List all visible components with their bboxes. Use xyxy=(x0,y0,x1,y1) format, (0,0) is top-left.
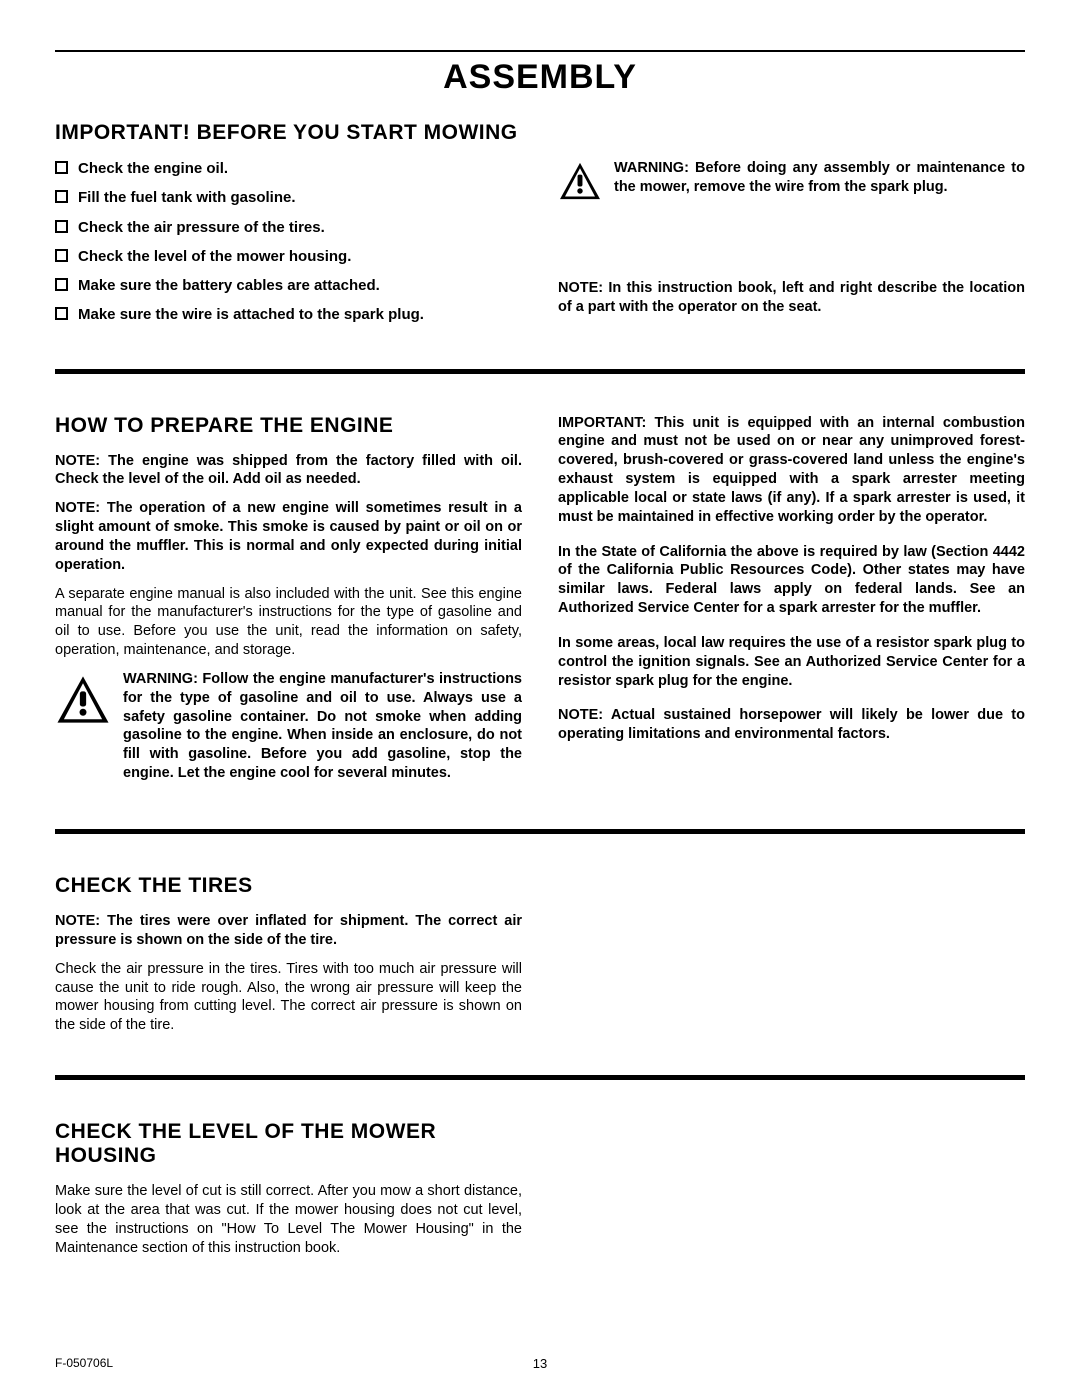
divider xyxy=(55,1075,1025,1080)
tires-note: NOTE: The tires were over inflated for s… xyxy=(55,912,522,950)
checkbox-icon xyxy=(55,249,68,262)
housing-col: CHECK THE LEVEL OF THE MOWER HOUSING Mak… xyxy=(55,1120,522,1257)
tires-col: CHECK THE TIRES NOTE: The tires were ove… xyxy=(55,874,522,1035)
page-footer: F-050706L 13 xyxy=(55,1356,1025,1370)
divider xyxy=(55,829,1025,834)
engine-p2: In the State of California the above is … xyxy=(558,543,1025,618)
checkbox-icon xyxy=(55,278,68,291)
checklist-column: Check the engine oil. Fill the fuel tank… xyxy=(55,159,522,335)
engine-warning-text: WARNING: Follow the engine manufacturer'… xyxy=(123,670,522,783)
housing-body: Make sure the level of cut is still corr… xyxy=(55,1182,522,1257)
heading-check-tires: CHECK THE TIRES xyxy=(55,874,522,898)
tires-body: Check the air pressure in the tires. Tir… xyxy=(55,960,522,1035)
note-text: NOTE: In this instruction book, left and… xyxy=(558,279,1025,317)
section-check-tires: CHECK THE TIRES NOTE: The tires were ove… xyxy=(55,874,1025,1035)
checkbox-icon xyxy=(55,220,68,233)
checklist-label: Check the air pressure of the tires. xyxy=(78,218,325,238)
checklist-label: Make sure the battery cables are attache… xyxy=(78,276,380,296)
engine-warning-block: WARNING: Follow the engine manufacturer'… xyxy=(55,670,522,783)
heading-before-mowing: IMPORTANT! BEFORE YOU START MOWING xyxy=(55,121,1025,145)
checkbox-icon xyxy=(55,190,68,203)
checklist-label: Check the level of the mower housing. xyxy=(78,247,351,267)
warning-column: WARNING: Before doing any assembly or ma… xyxy=(558,159,1025,335)
footer-page-number: 13 xyxy=(533,1356,547,1371)
pre-mow-checklist: Check the engine oil. Fill the fuel tank… xyxy=(55,159,522,326)
engine-note-2: NOTE: The operation of a new engine will… xyxy=(55,499,522,574)
checklist-item: Check the air pressure of the tires. xyxy=(55,218,522,238)
checkbox-icon xyxy=(55,307,68,320)
section-before-mowing: IMPORTANT! BEFORE YOU START MOWING Check… xyxy=(55,121,1025,335)
tires-empty-col xyxy=(558,874,1025,1035)
engine-p3: In some areas, local law requires the us… xyxy=(558,634,1025,691)
checklist-item: Fill the fuel tank with gasoline. xyxy=(55,188,522,208)
engine-right-col: IMPORTANT: This unit is equipped with an… xyxy=(558,414,1025,784)
checklist-item: Make sure the battery cables are attache… xyxy=(55,276,522,296)
checklist-item: Make sure the wire is attached to the sp… xyxy=(55,305,522,325)
section-mower-housing: CHECK THE LEVEL OF THE MOWER HOUSING Mak… xyxy=(55,1120,1025,1257)
checklist-item: Check the engine oil. xyxy=(55,159,522,179)
engine-important: IMPORTANT: This unit is equipped with an… xyxy=(558,414,1025,527)
engine-note-3: NOTE: Actual sustained horsepower will l… xyxy=(558,706,1025,744)
section-prepare-engine: HOW TO PREPARE THE ENGINE NOTE: The engi… xyxy=(55,414,1025,784)
warning-block: WARNING: Before doing any assembly or ma… xyxy=(558,159,1025,201)
page-title: ASSEMBLY xyxy=(55,58,1025,97)
housing-empty-col xyxy=(558,1120,1025,1257)
checkbox-icon xyxy=(55,161,68,174)
checklist-label: Check the engine oil. xyxy=(78,159,228,179)
warning-triangle-icon xyxy=(55,674,111,725)
heading-mower-housing: CHECK THE LEVEL OF THE MOWER HOUSING xyxy=(55,1120,522,1168)
heading-prepare-engine: HOW TO PREPARE THE ENGINE xyxy=(55,414,522,438)
checklist-label: Fill the fuel tank with gasoline. xyxy=(78,188,296,208)
checklist-label: Make sure the wire is attached to the sp… xyxy=(78,305,424,325)
divider xyxy=(55,369,1025,374)
top-rule xyxy=(55,50,1025,52)
checklist-item: Check the level of the mower housing. xyxy=(55,247,522,267)
engine-left-col: HOW TO PREPARE THE ENGINE NOTE: The engi… xyxy=(55,414,522,784)
warning-text: WARNING: Before doing any assembly or ma… xyxy=(614,159,1025,197)
warning-triangle-icon xyxy=(558,161,602,201)
engine-note-1: NOTE: The engine was shipped from the fa… xyxy=(55,452,522,490)
footer-code: F-050706L xyxy=(55,1356,113,1370)
engine-body-1: A separate engine manual is also include… xyxy=(55,585,522,660)
